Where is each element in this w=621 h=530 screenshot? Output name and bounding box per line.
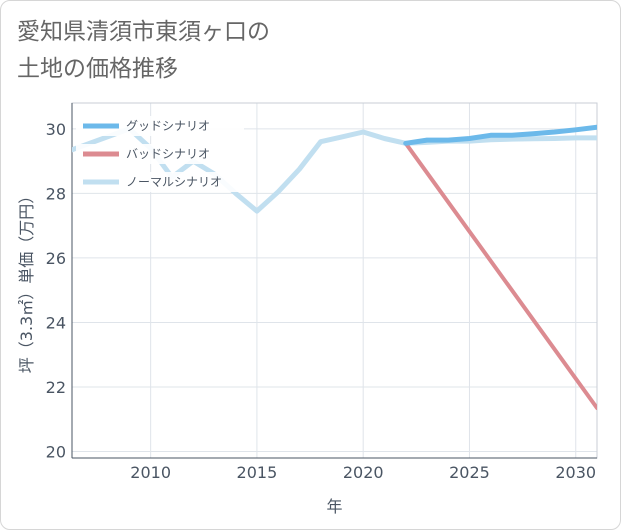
y-tick-label: 24 xyxy=(46,313,66,332)
y-tick-label: 28 xyxy=(46,184,66,203)
x-tick-label: 2015 xyxy=(237,463,278,482)
legend-bg xyxy=(76,144,244,164)
x-tick-label: 2010 xyxy=(130,463,171,482)
chart-title: 愛知県清須市東須ヶ口の 土地の価格推移 xyxy=(17,14,270,88)
y-axis-ticks: 20 22 24 26 28 30 xyxy=(46,120,66,462)
x-tick-label: 2025 xyxy=(449,463,490,482)
x-axis-ticks: 2010 2015 2020 2025 2030 xyxy=(130,463,596,482)
chart-title-line-2: 土地の価格推移 xyxy=(17,56,178,82)
grid xyxy=(72,103,597,458)
y-tick-label: 26 xyxy=(46,249,66,268)
legend-bg xyxy=(76,172,244,192)
legend-bg xyxy=(76,116,244,136)
x-tick-label: 2020 xyxy=(343,463,384,482)
series-line-1 xyxy=(403,141,597,410)
legend-label: バッドシナリオ xyxy=(126,147,210,161)
x-tick-label: 2030 xyxy=(555,463,596,482)
y-tick-label: 30 xyxy=(46,120,66,139)
series-line-0 xyxy=(403,124,597,146)
chart-title-line-1: 愛知県清須市東須ヶ口の xyxy=(17,19,270,45)
x-axis-label: 年 xyxy=(326,497,342,516)
y-tick-label: 22 xyxy=(46,378,66,397)
plot-frame xyxy=(71,102,598,459)
legend-label: ノーマルシナリオ xyxy=(126,175,222,189)
y-axis-label: 坪（3.3㎡）単価（万円） xyxy=(17,188,36,373)
legend-label: グッドシナリオ xyxy=(126,119,210,133)
y-tick-label: 20 xyxy=(46,443,66,462)
